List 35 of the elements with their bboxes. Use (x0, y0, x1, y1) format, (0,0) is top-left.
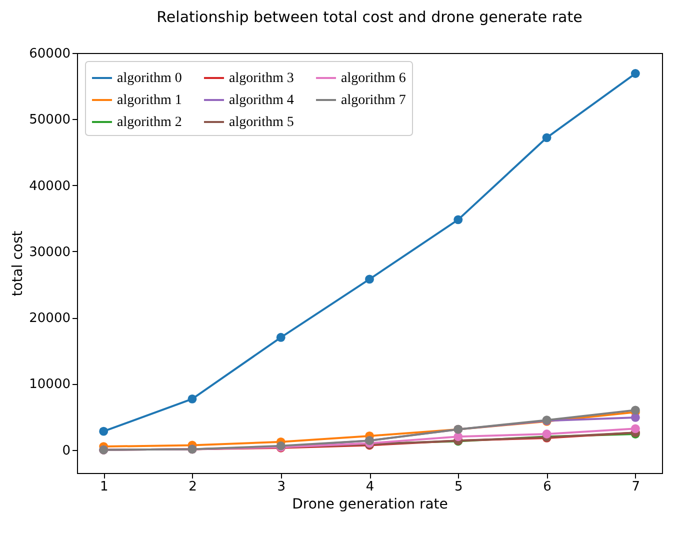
legend-label: algorithm 4 (229, 93, 294, 108)
legend-label: algorithm 3 (229, 71, 294, 86)
point (276, 332, 286, 342)
point (630, 69, 640, 78)
x-tick-label: 7 (632, 480, 640, 494)
legend-label: algorithm 1 (117, 93, 182, 108)
legend-label: algorithm 7 (341, 93, 406, 108)
x-axis-title: Drone generation rate (292, 496, 448, 512)
legend-label: algorithm 0 (117, 71, 182, 86)
legend-label: algorithm 5 (229, 115, 294, 130)
x-tick-label: 4 (366, 480, 374, 494)
legend-label: algorithm 6 (341, 71, 406, 86)
chart-title: Relationship between total cost and drone generate rate (156, 8, 582, 26)
x-tick-label: 5 (454, 480, 463, 494)
y-tick-label: 0 (62, 443, 70, 458)
y-tick-label: 30000 (29, 244, 70, 260)
legend-label: algorithm 2 (117, 115, 182, 130)
y-tick-label: 50000 (29, 112, 70, 128)
y-tick-label: 20000 (29, 311, 70, 326)
point (630, 424, 640, 434)
point (365, 274, 374, 284)
y-tick-label: 40000 (29, 178, 70, 194)
point (542, 430, 552, 438)
y-axis-title: total cost (10, 230, 26, 296)
y-tick-label: 60000 (29, 46, 70, 62)
point (542, 133, 552, 142)
point (188, 394, 197, 404)
x-tick-label: 3 (277, 480, 286, 494)
point (454, 432, 463, 442)
point (454, 215, 463, 224)
point (99, 426, 108, 436)
x-tick-label: 6 (543, 480, 552, 494)
x-tick-label: 1 (100, 480, 108, 494)
x-tick-label: 2 (188, 480, 197, 494)
y-tick-label: 10000 (29, 377, 70, 392)
